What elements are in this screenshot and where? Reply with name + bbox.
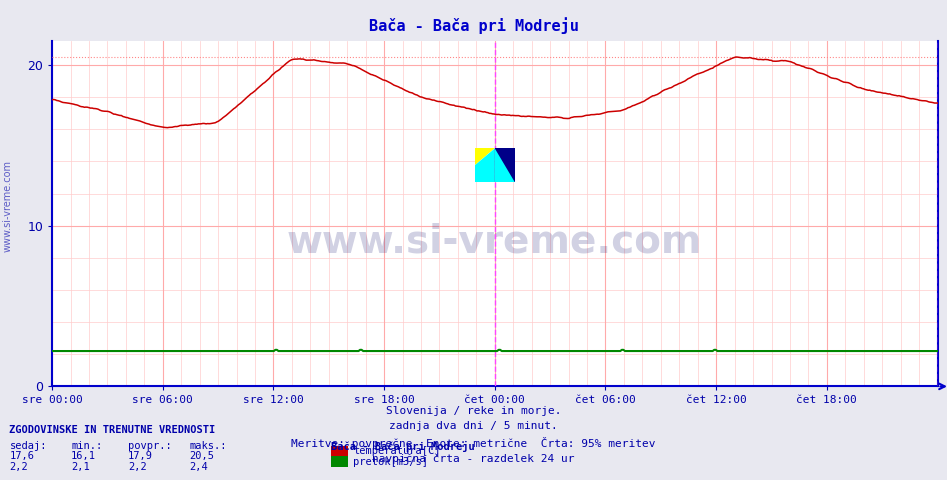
Text: 20,5: 20,5: [189, 451, 214, 461]
Text: 2,1: 2,1: [71, 462, 90, 472]
Text: 2,2: 2,2: [128, 462, 147, 472]
Text: 2,4: 2,4: [189, 462, 208, 472]
Text: 17,9: 17,9: [128, 451, 152, 461]
Text: ZGODOVINSKE IN TRENUTNE VREDNOSTI: ZGODOVINSKE IN TRENUTNE VREDNOSTI: [9, 425, 216, 435]
Text: zadnja dva dni / 5 minut.: zadnja dva dni / 5 minut.: [389, 421, 558, 432]
Text: 2,2: 2,2: [9, 462, 28, 472]
Text: navpična črta - razdelek 24 ur: navpična črta - razdelek 24 ur: [372, 453, 575, 464]
Text: min.:: min.:: [71, 441, 102, 451]
Polygon shape: [495, 148, 515, 182]
Text: 17,6: 17,6: [9, 451, 34, 461]
Text: Bača - Bača pri Modreju: Bača - Bača pri Modreju: [368, 17, 579, 34]
Text: Meritve: povprečne  Enote: metrične  Črta: 95% meritev: Meritve: povprečne Enote: metrične Črta:…: [292, 437, 655, 449]
Polygon shape: [475, 148, 495, 165]
Text: 16,1: 16,1: [71, 451, 96, 461]
Polygon shape: [495, 148, 515, 182]
Text: Slovenija / reke in morje.: Slovenija / reke in morje.: [385, 406, 562, 416]
Text: www.si-vreme.com: www.si-vreme.com: [3, 160, 12, 252]
Text: maks.:: maks.:: [189, 441, 227, 451]
Text: povpr.:: povpr.:: [128, 441, 171, 451]
Polygon shape: [475, 148, 495, 182]
Text: sedaj:: sedaj:: [9, 441, 47, 451]
Text: Bača - Bača pri Modreju: Bača - Bača pri Modreju: [331, 441, 475, 452]
Text: www.si-vreme.com: www.si-vreme.com: [287, 222, 703, 260]
Text: temperatura[C]: temperatura[C]: [353, 446, 440, 456]
Polygon shape: [495, 148, 515, 182]
Text: pretok[m3/s]: pretok[m3/s]: [353, 457, 428, 467]
